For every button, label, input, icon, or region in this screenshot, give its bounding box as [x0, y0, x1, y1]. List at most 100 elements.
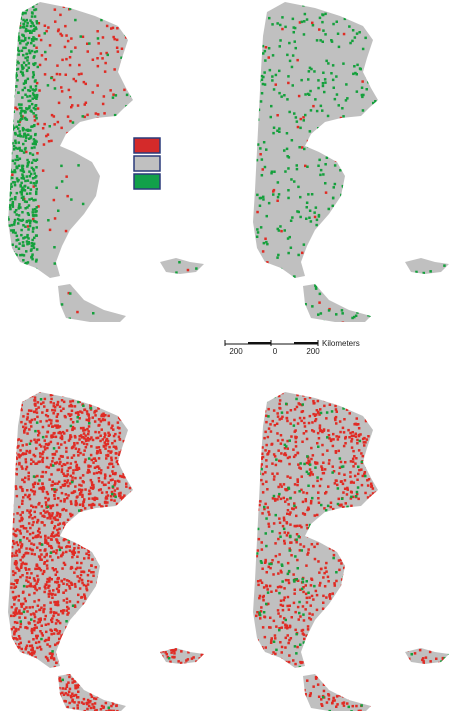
pixel [8, 194, 9, 197]
pixel [66, 496, 69, 500]
pixel [130, 392, 133, 395]
pixel [403, 207, 406, 211]
pixel [436, 148, 440, 152]
pixel [258, 307, 261, 310]
pixel [9, 53, 13, 57]
pixel [122, 131, 125, 134]
pixel [39, 420, 42, 423]
pixel [115, 38, 119, 42]
pixel [20, 188, 24, 192]
pixel [83, 103, 86, 106]
pixel [13, 642, 17, 646]
pixel [380, 315, 383, 319]
pixel [170, 648, 173, 652]
pixel [120, 392, 123, 393]
pixel [193, 90, 197, 94]
pixel [314, 248, 318, 251]
pixel [136, 565, 140, 568]
pixel [187, 73, 190, 76]
pixel [279, 23, 282, 27]
pixel [79, 35, 82, 38]
pixel [154, 9, 158, 13]
pixel [200, 561, 204, 564]
pixel [86, 665, 89, 669]
pixel [182, 701, 185, 705]
pixel [328, 307, 331, 311]
pixel [185, 628, 189, 632]
pixel [19, 303, 22, 307]
pixel [12, 704, 16, 708]
pixel [21, 444, 24, 447]
pixel [11, 482, 15, 485]
pixel [328, 217, 331, 220]
pixel [185, 490, 189, 494]
pixel [76, 495, 79, 498]
pixel [315, 39, 319, 42]
pixel [106, 501, 109, 504]
pixel [11, 201, 15, 204]
pixel [129, 661, 132, 664]
pixel [17, 317, 21, 320]
pixel [68, 404, 71, 408]
pixel [98, 156, 101, 159]
pixel [408, 105, 411, 108]
pixel [53, 406, 57, 409]
pixel [45, 564, 49, 567]
pixel [93, 137, 96, 140]
pixel [113, 512, 116, 515]
pixel [145, 507, 148, 510]
pixel [367, 314, 370, 317]
pixel [356, 148, 359, 151]
pixel [264, 59, 267, 62]
pixel [30, 644, 34, 647]
pixel [81, 115, 84, 118]
pixel [359, 17, 363, 20]
pixel [202, 124, 204, 127]
pixel [19, 541, 22, 544]
pixel [8, 48, 11, 52]
pixel [166, 611, 169, 615]
pixel [146, 654, 149, 657]
pixel [127, 259, 130, 262]
pixel [283, 94, 286, 97]
pixel [54, 696, 58, 699]
pixel [58, 668, 62, 671]
pixel [167, 688, 171, 692]
pixel [436, 290, 439, 294]
pixel [332, 222, 335, 225]
pixel [399, 190, 403, 193]
pixel [121, 394, 125, 397]
pixel [13, 633, 16, 636]
pixel [154, 395, 158, 399]
pixel [132, 392, 136, 394]
pixel [263, 49, 267, 53]
pixel [126, 5, 130, 9]
pixel [30, 318, 33, 321]
pixel [104, 414, 107, 417]
pixel [264, 321, 268, 322]
pixel [135, 534, 139, 537]
pixel [161, 139, 165, 142]
pixel [400, 252, 403, 255]
pixel [24, 179, 27, 183]
pixel [119, 591, 123, 595]
pixel [88, 42, 91, 45]
pixel [68, 675, 71, 679]
pixel [166, 667, 170, 671]
pixel [151, 533, 154, 536]
pixel [23, 86, 27, 90]
pixel [183, 407, 186, 410]
pixel [92, 312, 95, 315]
pixel [156, 511, 159, 515]
pixel [19, 575, 22, 579]
pixel [311, 305, 314, 308]
pixel [11, 128, 15, 131]
pixel [33, 650, 36, 653]
pixel [62, 633, 65, 636]
pixel [181, 590, 184, 593]
pixel [107, 571, 111, 575]
pixel [184, 480, 188, 484]
pixel [90, 506, 93, 509]
pixel [271, 23, 274, 26]
pixel [297, 94, 301, 98]
